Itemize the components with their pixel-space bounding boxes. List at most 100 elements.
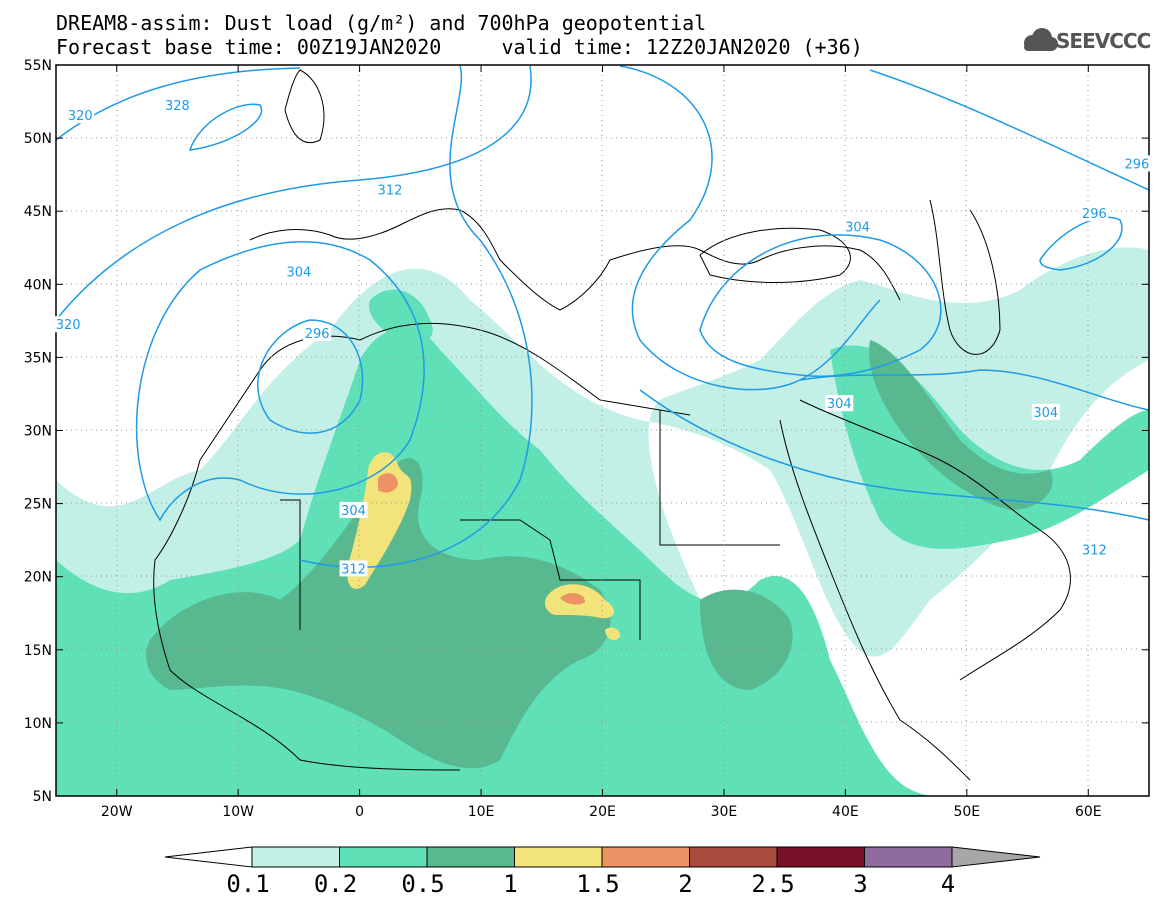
colorbar-segment — [776, 846, 865, 868]
contour-line — [56, 65, 532, 321]
contour-label-bg — [163, 96, 192, 113]
colorbar-segment — [864, 846, 953, 868]
contour-label: 312 — [341, 562, 366, 577]
contour-line — [699, 234, 942, 378]
lat-tick-label: 30N — [24, 424, 52, 440]
colorbar-segment — [251, 846, 340, 868]
lon-tick-label: 40E — [832, 804, 859, 820]
lat-tick-label: 20N — [24, 570, 52, 586]
contour-label: 304 — [827, 397, 852, 412]
logo-text: SEEVCCC — [1056, 29, 1151, 53]
lat-tick-label: 40N — [24, 277, 52, 293]
contour-label: 304 — [845, 220, 870, 235]
border-sahara-1 — [280, 499, 301, 630]
dust-field-extreme-chad — [560, 593, 585, 605]
colorbar-segment — [601, 846, 690, 868]
dust-field-high-east — [700, 589, 793, 690]
dust-field-very-high-chad-2 — [605, 627, 620, 640]
contour-label-bg — [339, 560, 368, 577]
lon-tick-label: 10E — [468, 804, 495, 820]
contour-labels: 320 328 312 304 296 320 304 312 304 304 304 296 296 3… — [54, 96, 1151, 577]
colorbar-segment — [339, 846, 428, 868]
coast-red-sea — [779, 419, 971, 781]
dust-field-high-gulf — [869, 340, 1053, 510]
contour-label: 296 — [1082, 207, 1107, 222]
colorbar-label: 2.5 — [751, 870, 794, 898]
lat-tick-label: 45N — [24, 204, 52, 220]
lat-tick-label: 50N — [24, 131, 52, 147]
colorbar: 0.1 0.2 0.5 1 1.5 2 2.5 3 4 — [164, 846, 1041, 898]
lon-tick-label: 0 — [355, 804, 364, 820]
contour-label: 328 — [165, 99, 190, 114]
contour-line — [619, 65, 881, 391]
contour-line — [639, 389, 1149, 521]
lon-tick-label: 60E — [1075, 804, 1102, 820]
contour-label-bg — [54, 316, 83, 333]
colorbar-label: 1 — [503, 870, 517, 898]
coast-caspian — [929, 199, 1001, 355]
coast-black-sea — [699, 227, 851, 283]
dust-field-extreme — [378, 473, 398, 493]
contour-label: 296 — [305, 327, 330, 342]
contour-line — [188, 103, 263, 151]
contour-label-bg — [284, 263, 313, 280]
coast-arabia — [799, 399, 1071, 681]
dust-field-high — [146, 458, 611, 769]
contour-label: 312 — [378, 184, 403, 199]
border-sahara-2 — [460, 519, 641, 640]
colorbar-segment — [514, 846, 603, 868]
contour-label-bg — [1031, 403, 1060, 420]
title-line-1: DREAM8-assim: Dust load (g/m²) and 700hP… — [56, 11, 707, 35]
lon-tick-label: 20E — [589, 804, 616, 820]
lat-tick-label: 15N — [24, 643, 52, 659]
lat-tick-label: 55N — [24, 58, 52, 74]
lon-tick-label: 20W — [101, 804, 133, 820]
colorbar-over-triangle — [951, 846, 1041, 868]
colorbar-under-triangle — [164, 846, 253, 868]
coast-britain — [284, 69, 325, 144]
colorbar-label: 2 — [678, 870, 692, 898]
colorbar-label: 0.2 — [314, 870, 357, 898]
colorbar-segment — [426, 846, 515, 868]
contour-line — [1039, 216, 1123, 271]
lat-tick-label: 10N — [24, 716, 52, 732]
dust-fields — [56, 247, 1149, 796]
colorbar-label: 4 — [941, 870, 955, 898]
colorbar-label: 0.5 — [401, 870, 444, 898]
contour-label-bg — [843, 218, 872, 235]
contour-label: 312 — [1082, 543, 1107, 558]
contour-label-bg — [1080, 205, 1109, 222]
graticule — [56, 65, 1149, 796]
coast-west-africa — [153, 459, 461, 771]
title-line-2: Forecast base time: 00Z19JAN2020 valid t… — [56, 35, 863, 59]
contour-label: 320 — [56, 318, 81, 333]
contour-label-bg — [303, 325, 332, 342]
lat-tick-label: 35N — [24, 350, 52, 366]
contour-label-bg — [1122, 155, 1151, 172]
contour-line — [869, 69, 1149, 191]
contour-line — [799, 369, 1149, 411]
contour-label: 296 — [1124, 157, 1149, 172]
contour-label-bg — [375, 181, 404, 198]
longitude-ticks: 20W 10W 0 10E 20E 30E 40E 50E 60E — [101, 65, 1102, 820]
contour-line — [299, 65, 533, 568]
geopotential-contours — [56, 65, 1149, 568]
latitude-ticks: 55N 50N 45N 40N 35N 30N 25N 20N 15N 10N 5N — [24, 58, 1149, 805]
colorbar-segment — [689, 846, 778, 868]
lon-tick-label: 30E — [711, 804, 738, 820]
lon-tick-label: 10W — [222, 804, 254, 820]
seevccc-logo — [1024, 28, 1058, 51]
contour-line — [257, 319, 364, 434]
coast-europe — [249, 208, 901, 311]
colorbar-label: 1.5 — [576, 870, 619, 898]
contour-label: 320 — [68, 109, 93, 124]
coast-north-africa — [199, 322, 691, 461]
contour-label-bg — [66, 107, 95, 124]
contour-label-bg — [1080, 541, 1109, 558]
border-egypt — [659, 410, 780, 546]
contour-label-bg — [825, 395, 854, 412]
lat-tick-label: 25N — [24, 497, 52, 513]
contour-label: 304 — [286, 266, 311, 281]
contour-label: 304 — [1033, 406, 1058, 421]
